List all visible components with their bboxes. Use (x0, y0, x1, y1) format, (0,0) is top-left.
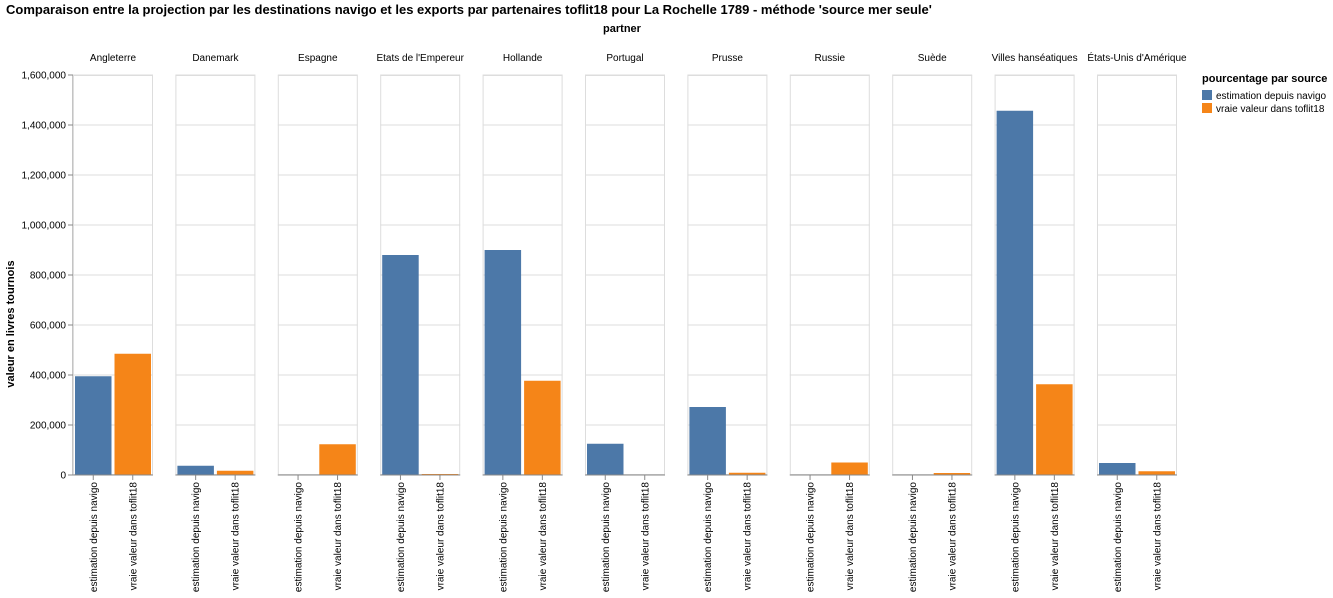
facet-4: Hollande estimation depuis navigo vraie va… (482, 53, 563, 593)
legend-label: estimation depuis navigo (1216, 91, 1327, 102)
x-tick-label: estimation depuis navigo (1010, 482, 1021, 593)
bar-toflit18[interactable] (524, 380, 561, 475)
chart-title: Comparaison entre la projection par les … (6, 2, 932, 17)
x-tick-label: vraie valeur dans toflit18 (845, 482, 856, 591)
x-tick-label: vraie valeur dans toflit18 (1050, 482, 1061, 591)
bar-toflit18[interactable] (728, 472, 766, 475)
x-tick-label: estimation depuis navigo (908, 482, 919, 593)
x-tick-label: vraie valeur dans toflit18 (538, 482, 549, 591)
facet-label: Hollande (503, 53, 543, 64)
x-tick-label: estimation depuis navigo (396, 482, 407, 593)
legend-swatch (1202, 103, 1212, 113)
facet-label: Danemark (192, 53, 239, 64)
x-tick-label: vraie valeur dans toflit18 (743, 482, 754, 591)
facet-label: Prusse (712, 53, 744, 64)
facet-7: Russie estimation depuis navigo vraie vale… (789, 53, 870, 593)
x-tick-label: estimation depuis navigo (703, 482, 714, 593)
bar-toflit18[interactable] (933, 473, 971, 475)
legend-title: pourcentage par source (1202, 73, 1327, 85)
facet-9: Villes hanséatiques estimation depuis nav… (992, 53, 1078, 592)
x-tick-label: vraie valeur dans toflit18 (640, 482, 651, 591)
facet-label: États-Unis d'Amérique (1087, 51, 1187, 64)
x-tick-label: estimation depuis navigo (89, 482, 100, 593)
y-axis-title: valeur en livres tournois (5, 260, 17, 387)
x-tick-label: vraie valeur dans toflit18 (128, 482, 139, 591)
x-tick-label: vraie valeur dans toflit18 (231, 482, 242, 591)
y-tick-label: 1,200,000 (22, 171, 67, 182)
x-tick-label: estimation depuis navigo (806, 482, 817, 593)
x-tick-label: vraie valeur dans toflit18 (947, 482, 958, 591)
facet-6: Prusse estimation depuis navigo vraie vale… (687, 53, 768, 593)
facet-label: Villes hanséatiques (992, 53, 1078, 64)
x-tick-label: vraie valeur dans toflit18 (333, 482, 344, 591)
facet-10: États-Unis d'Amérique estimation depuis n… (1087, 51, 1187, 592)
facet-label: Espagne (298, 53, 338, 64)
bar-toflit18[interactable] (216, 470, 254, 475)
bar-navigo[interactable] (587, 443, 624, 475)
bar-navigo[interactable] (382, 255, 419, 475)
legend: pourcentage par source estimation depuis… (1202, 73, 1327, 115)
x-tick-label: vraie valeur dans toflit18 (435, 482, 446, 591)
bar-toflit18[interactable] (1036, 384, 1073, 475)
bar-toflit18[interactable] (319, 444, 356, 475)
bar-toflit18[interactable] (1138, 471, 1176, 475)
y-tick-label: 400,000 (30, 371, 67, 382)
y-tick-label: 0 (60, 471, 66, 482)
y-tick-label: 200,000 (30, 421, 67, 432)
legend-label: vraie valeur dans toflit18 (1216, 104, 1325, 115)
facet-3: Etats de l'Empereur estimation depuis nav… (376, 53, 464, 592)
facet-1: Danemark estimation depuis navigo vraie va… (175, 53, 256, 593)
y-tick-label: 1,000,000 (22, 221, 67, 232)
bar-navigo[interactable] (1099, 463, 1136, 475)
facet-label: Portugal (606, 53, 643, 64)
x-tick-label: vraie valeur dans toflit18 (1152, 482, 1163, 591)
x-tick-label: estimation depuis navigo (498, 482, 509, 593)
bar-navigo[interactable] (484, 250, 522, 475)
legend-swatch (1202, 90, 1212, 100)
facet-label: Angleterre (90, 53, 137, 64)
facet-label: Etats de l'Empereur (376, 53, 464, 64)
facet-label: Suède (918, 53, 947, 64)
facet-label: Russie (815, 53, 846, 64)
bar-toflit18[interactable] (114, 353, 152, 475)
facet-5: Portugal estimation depuis navigo vraie va… (585, 53, 665, 592)
y-tick-label: 600,000 (30, 321, 67, 332)
y-tick-label: 800,000 (30, 271, 67, 282)
facet-0: Angleterre estimation depuis navigo vraie … (73, 53, 153, 592)
y-tick-label: 1,400,000 (22, 121, 67, 132)
bar-navigo[interactable] (177, 465, 214, 475)
bar-navigo[interactable] (689, 407, 726, 475)
x-tick-label: estimation depuis navigo (1113, 482, 1124, 593)
bar-toflit18[interactable] (831, 462, 868, 476)
x-tick-label: estimation depuis navigo (191, 482, 202, 593)
facet-header: partner (603, 23, 642, 35)
facet-8: Suède estimation depuis navigo vraie valeu… (892, 53, 973, 593)
y-tick-label: 1,600,000 (22, 71, 67, 82)
facets: Angleterre estimation depuis navigo vraie … (73, 51, 1187, 592)
x-tick-label: estimation depuis navigo (294, 482, 305, 593)
facet-2: Espagne estimation depuis navigo vraie val… (277, 53, 358, 593)
x-tick-label: estimation depuis navigo (601, 482, 612, 593)
y-axis: 0 200,000 400,000 600,000 800,000 1,000,000 1,… (22, 71, 74, 482)
bar-navigo[interactable] (75, 376, 112, 475)
bar-navigo[interactable] (996, 110, 1034, 475)
